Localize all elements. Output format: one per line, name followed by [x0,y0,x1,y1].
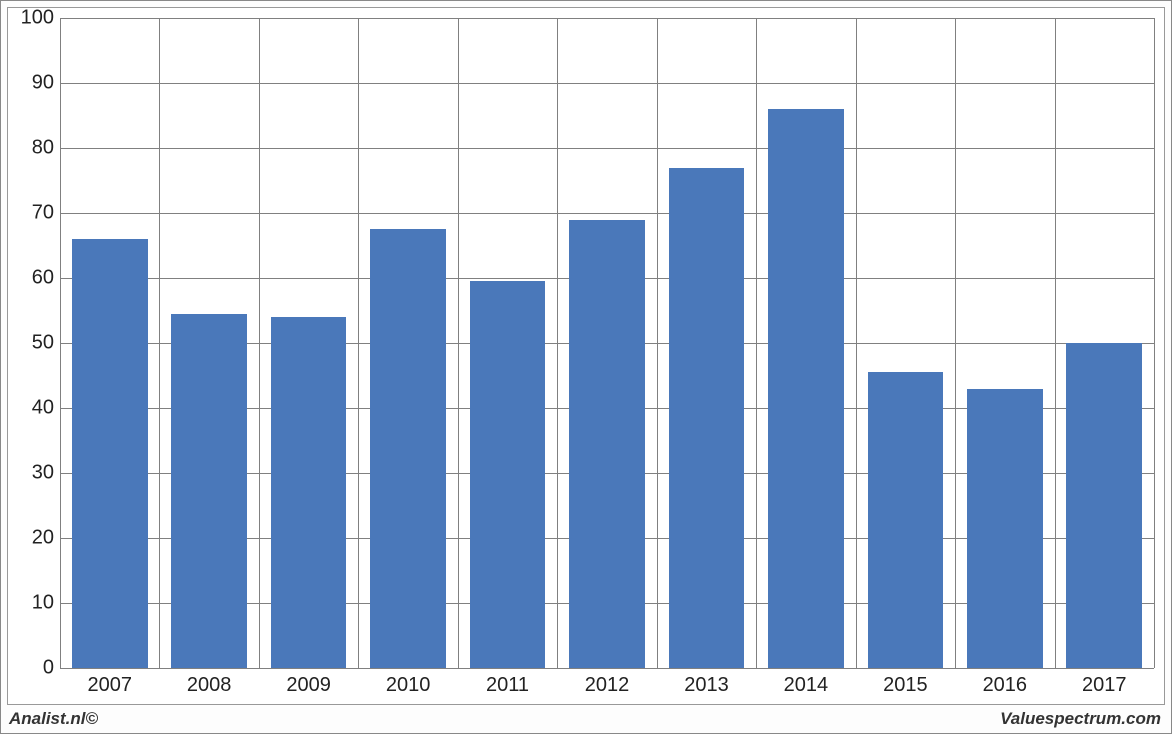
bar [669,168,745,669]
chart-frame: 0 10 20 30 40 50 60 70 80 90 100 2007 2008 2009 2010 20… [0,0,1172,734]
y-axis-tick-label: 0 [43,657,60,680]
grid-line-horizontal [60,148,1154,149]
y-axis-tick-label: 20 [32,527,60,550]
y-axis-tick-label: 60 [32,267,60,290]
bar [470,281,546,668]
y-axis-tick-label: 70 [32,202,60,225]
bar [1066,343,1142,668]
grid-line-vertical [259,18,260,668]
grid-line-horizontal [60,18,1154,19]
grid-line-vertical [856,18,857,668]
bar [72,239,148,668]
grid-line-horizontal [60,83,1154,84]
x-axis-tick-label: 2011 [486,668,529,697]
bar [967,389,1043,669]
x-axis-tick-label: 2016 [983,668,1028,697]
grid-line-vertical [159,18,160,668]
x-axis-tick-label: 2015 [883,668,928,697]
bar [768,109,844,668]
plot-area: 0102030405060708090100200720082009201020… [60,18,1154,668]
bar [569,220,645,669]
footer-left-credit: Analist.nl© [9,709,98,729]
y-axis-tick-label: 50 [32,332,60,355]
bar [271,317,347,668]
bar [370,229,446,668]
x-axis-tick-label: 2013 [684,668,729,697]
x-axis-tick-label: 2009 [286,668,331,697]
y-axis-tick-label: 10 [32,592,60,615]
grid-line-vertical [358,18,359,668]
bar [868,372,944,668]
grid-line-vertical [557,18,558,668]
grid-line-vertical [1055,18,1056,668]
x-axis-tick-label: 2014 [784,668,829,697]
bar [171,314,247,668]
chart-container: 0 10 20 30 40 50 60 70 80 90 100 2007 2008 2009 2010 20… [7,7,1165,705]
grid-line-vertical [60,18,61,668]
y-axis-tick-label: 80 [32,137,60,160]
y-axis-tick-label: 30 [32,462,60,485]
y-axis-tick-label: 40 [32,397,60,420]
x-axis-tick-label: 2017 [1082,668,1127,697]
grid-line-vertical [458,18,459,668]
grid-line-vertical [756,18,757,668]
y-axis-tick-label: 100 [21,7,60,30]
grid-line-horizontal [60,213,1154,214]
grid-line-vertical [955,18,956,668]
grid-line-vertical [1154,18,1155,668]
footer-right-credit: Valuespectrum.com [1000,709,1161,729]
x-axis-tick-label: 2007 [87,668,132,697]
x-axis-tick-label: 2010 [386,668,431,697]
x-axis-tick-label: 2008 [187,668,232,697]
x-axis-tick-label: 2012 [585,668,630,697]
grid-line-vertical [657,18,658,668]
y-axis-tick-label: 90 [32,72,60,95]
